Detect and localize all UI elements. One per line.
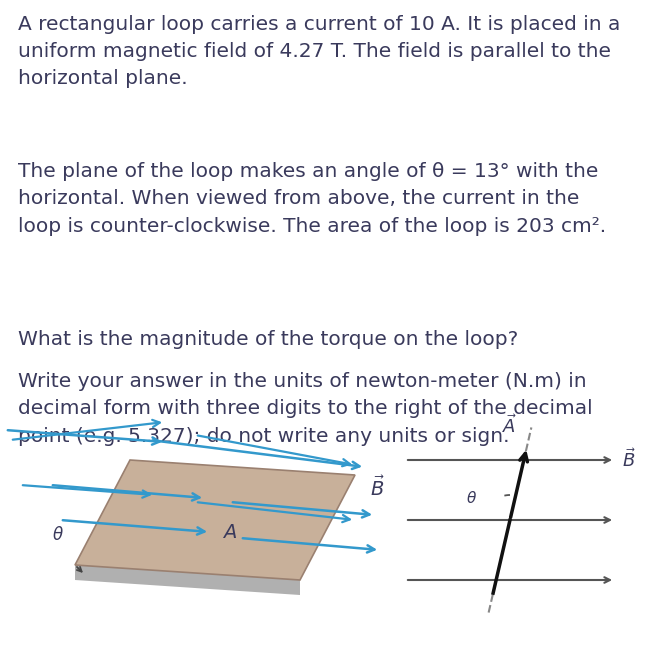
Text: $\theta$: $\theta$ bbox=[52, 526, 64, 544]
Text: $\theta$: $\theta$ bbox=[466, 490, 477, 506]
Polygon shape bbox=[75, 565, 300, 595]
Polygon shape bbox=[75, 460, 355, 580]
Text: The plane of the loop makes an angle of θ = 13° with the
horizontal. When viewed: The plane of the loop makes an angle of … bbox=[18, 162, 606, 235]
Text: $A$: $A$ bbox=[223, 523, 237, 541]
Text: $\vec{B}$: $\vec{B}$ bbox=[622, 448, 636, 471]
Text: Write your answer in the units of newton-meter (N.m) in
decimal form with three : Write your answer in the units of newton… bbox=[18, 372, 593, 445]
Text: What is the magnitude of the torque on the loop?: What is the magnitude of the torque on t… bbox=[18, 330, 518, 349]
Text: A rectangular loop carries a current of 10 A. It is placed in a
uniform magnetic: A rectangular loop carries a current of … bbox=[18, 15, 620, 88]
Text: $\vec{A}$: $\vec{A}$ bbox=[502, 414, 517, 437]
Text: $\vec{B}$: $\vec{B}$ bbox=[370, 476, 385, 500]
